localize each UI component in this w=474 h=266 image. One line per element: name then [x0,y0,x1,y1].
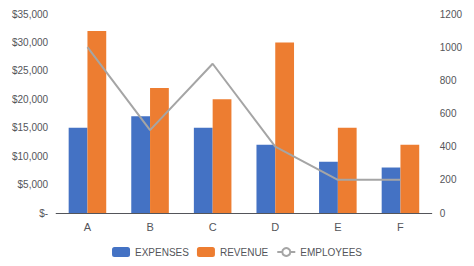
svg-text:800: 800 [440,75,457,86]
svg-text:0: 0 [440,208,446,219]
svg-text:$10,000: $10,000 [12,151,49,162]
svg-text:C: C [209,221,217,233]
svg-text:1000: 1000 [440,42,463,53]
svg-text:$35,000: $35,000 [12,9,49,20]
svg-text:A: A [84,221,92,233]
svg-text:$25,000: $25,000 [12,65,49,76]
svg-text:$5,000: $5,000 [18,179,49,190]
svg-text:1200: 1200 [440,9,463,20]
svg-text:B: B [146,221,153,233]
svg-text:EMPLOYEES: EMPLOYEES [300,247,362,258]
svg-text:200: 200 [440,174,457,185]
svg-text:$30,000: $30,000 [12,37,49,48]
svg-text:E: E [334,221,341,233]
svg-text:EXPENSES: EXPENSES [135,247,189,258]
svg-text:F: F [397,221,404,233]
svg-text:$-: $- [39,208,48,219]
svg-text:$20,000: $20,000 [12,94,49,105]
svg-text:D: D [271,221,279,233]
svg-text:$15,000: $15,000 [12,122,49,133]
svg-text:REVENUE: REVENUE [220,247,269,258]
svg-text:400: 400 [440,141,457,152]
svg-text:600: 600 [440,108,457,119]
